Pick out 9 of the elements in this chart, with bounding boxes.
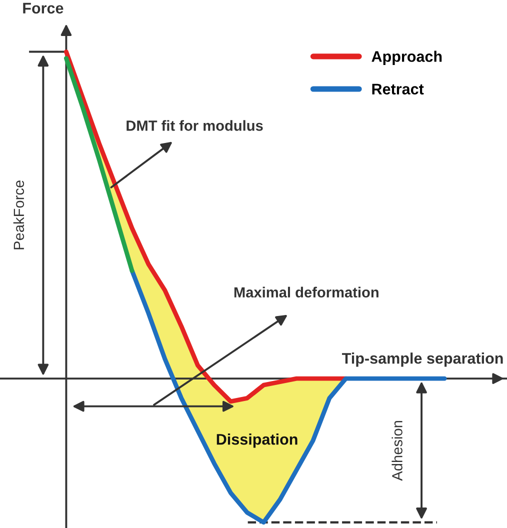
legend-label: Retract (372, 84, 424, 95)
annotation: Maximal deformation (234, 286, 378, 298)
annotation: DMT fit for modulus (126, 120, 263, 131)
x-axis-title: Tip-sample separation (342, 352, 503, 367)
annotation: Adhesion (392, 420, 402, 481)
legend-label: Approach (372, 50, 442, 65)
y-axis-title: Force (23, 2, 64, 14)
annotation: Dissipation (216, 434, 298, 448)
text: PeakForce (13, 180, 24, 250)
